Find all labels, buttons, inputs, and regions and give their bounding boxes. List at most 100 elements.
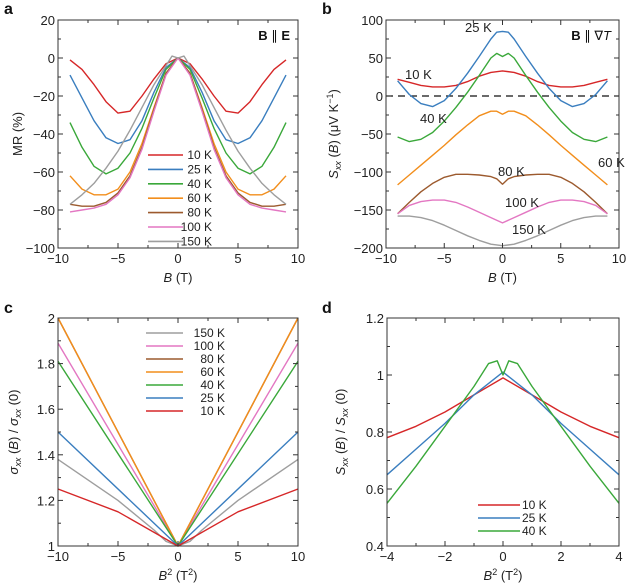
y-tick-label: 20 — [41, 13, 55, 28]
y-tick-label: 0.8 — [366, 425, 384, 440]
panel-label: b — [322, 1, 332, 18]
panel-label: d — [322, 300, 332, 317]
legend-label: 60 K — [187, 191, 212, 205]
series-line-60k — [69, 57, 287, 196]
x-tick-label: 4 — [615, 549, 622, 564]
legend-label: 100 K — [181, 220, 212, 234]
legend-label: 100 K — [194, 339, 225, 353]
x-tick-label: −10 — [375, 251, 397, 266]
x-tick-label: 5 — [234, 251, 241, 266]
y-tick-label: −80 — [33, 203, 55, 218]
x-tick-label: 0 — [174, 251, 181, 266]
series-line-10k — [69, 57, 287, 114]
legend-label: 150 K — [194, 326, 225, 340]
legend-label: 25 K — [187, 162, 212, 176]
legend-label: 80 K — [200, 352, 225, 366]
plot-frame — [385, 19, 620, 249]
series-annotation-label: 80 K — [498, 164, 525, 179]
y-tick-label: −150 — [354, 203, 383, 218]
y-tick-label: 2 — [48, 311, 55, 326]
y-tick-label: −60 — [33, 165, 55, 180]
legend-label: 10 K — [187, 148, 212, 162]
field-orientation-annotation: B ∥ E — [258, 28, 290, 43]
y-axis-label: Sxx (B) (μV K−1) — [325, 89, 343, 179]
x-tick-label: 10 — [291, 549, 305, 564]
legend-label: 40 K — [187, 177, 212, 191]
series-line-80k — [397, 173, 608, 215]
y-tick-label: 1 — [48, 539, 55, 554]
x-tick-label: −10 — [47, 549, 69, 564]
series-annotation-label: 100 K — [505, 195, 539, 210]
y-tick-label: 1.2 — [366, 311, 384, 326]
series-annotation-label: 40 K — [420, 111, 447, 126]
series-line-40k — [386, 360, 620, 504]
series-line-25k — [57, 431, 299, 547]
legend-label: 40 K — [200, 378, 225, 392]
x-tick-label: −5 — [111, 251, 126, 266]
panel-a: a −10 −5 0 5 10 −100 −80 −60 −40 −20 0 20 B (T) MR (%)… — [4, 1, 305, 285]
x-tick-label: −5 — [111, 549, 126, 564]
x-tick-label: −5 — [437, 251, 452, 266]
legend-label: 25 K — [522, 511, 547, 525]
y-tick-label: 0.4 — [366, 539, 384, 554]
x-axis-label: B (T) — [164, 270, 193, 285]
y-tick-label: −200 — [354, 241, 383, 256]
y-tick-label: 50 — [369, 51, 383, 66]
y-tick-label: −100 — [26, 241, 55, 256]
x-tick-label: 2 — [557, 549, 564, 564]
legend-label: 10 K — [200, 404, 225, 418]
series-line-60k — [397, 110, 608, 186]
series-annotation-label: 25 K — [465, 20, 492, 35]
series-line-150k — [397, 215, 608, 247]
y-tick-label: −100 — [354, 165, 383, 180]
x-axis-label: B2 (T2) — [484, 567, 523, 583]
y-tick-label: 1.8 — [37, 357, 55, 372]
legend-label: 150 K — [181, 234, 212, 248]
series-line-10k — [397, 70, 608, 88]
series-annotation-label: 150 K — [512, 222, 546, 237]
x-tick-label: −2 — [438, 549, 453, 564]
series-line-150k — [69, 55, 287, 205]
y-tick-label: 1.6 — [37, 402, 55, 417]
legend-label: 60 K — [200, 365, 225, 379]
panel-c: c −10 −5 0 5 10 1 1.2 1.4 1.6 1.8 2 B2 (T2) σxx (B) /… — [4, 300, 305, 583]
series-line-25k — [397, 30, 608, 108]
plot-frame — [386, 317, 620, 547]
series-line-25k — [386, 371, 620, 476]
y-tick-label: 100 — [361, 13, 383, 28]
y-tick-label: 1.2 — [37, 493, 55, 508]
y-tick-label: 1.4 — [37, 448, 55, 463]
x-tick-label: 10 — [291, 251, 305, 266]
y-tick-label: 0 — [376, 89, 383, 104]
series-line-40k — [57, 360, 299, 547]
field-orientation-annotation: B ∥ ∇T — [571, 28, 612, 43]
series-line-40k — [397, 52, 608, 143]
panel-d: d −4 −2 0 2 4 0.4 0.6 0.8 1 1.2 B2 (T2) Sxx (B) / Sx… — [322, 300, 623, 583]
panel-label: c — [4, 300, 13, 317]
series-line-100k — [57, 342, 299, 547]
plot-frame — [57, 19, 299, 249]
series-line-80k — [57, 317, 299, 547]
series-annotation-label: 10 K — [405, 67, 432, 82]
legend-label: 40 K — [522, 524, 547, 538]
x-tick-label: 5 — [557, 251, 564, 266]
x-tick-label: 5 — [234, 549, 241, 564]
y-tick-label: −40 — [33, 127, 55, 142]
series-line-10k — [386, 377, 620, 439]
y-axis-label: MR (%) — [10, 112, 25, 156]
y-tick-label: 1 — [377, 368, 384, 383]
series-line-40k — [69, 57, 287, 175]
x-tick-label: 0 — [174, 549, 181, 564]
legend-label: 10 K — [522, 498, 547, 512]
y-axis-label: σxx (B) / σxx (0) — [6, 390, 23, 475]
x-tick-label: 10 — [612, 251, 626, 266]
x-axis-label: B (T) — [488, 270, 517, 285]
series-annotation-label: 60 K — [598, 155, 625, 170]
y-tick-label: 0.6 — [366, 482, 384, 497]
series-line-60k — [57, 317, 299, 547]
x-tick-label: −10 — [47, 251, 69, 266]
y-tick-label: 0 — [48, 51, 55, 66]
x-tick-label: 0 — [499, 549, 506, 564]
